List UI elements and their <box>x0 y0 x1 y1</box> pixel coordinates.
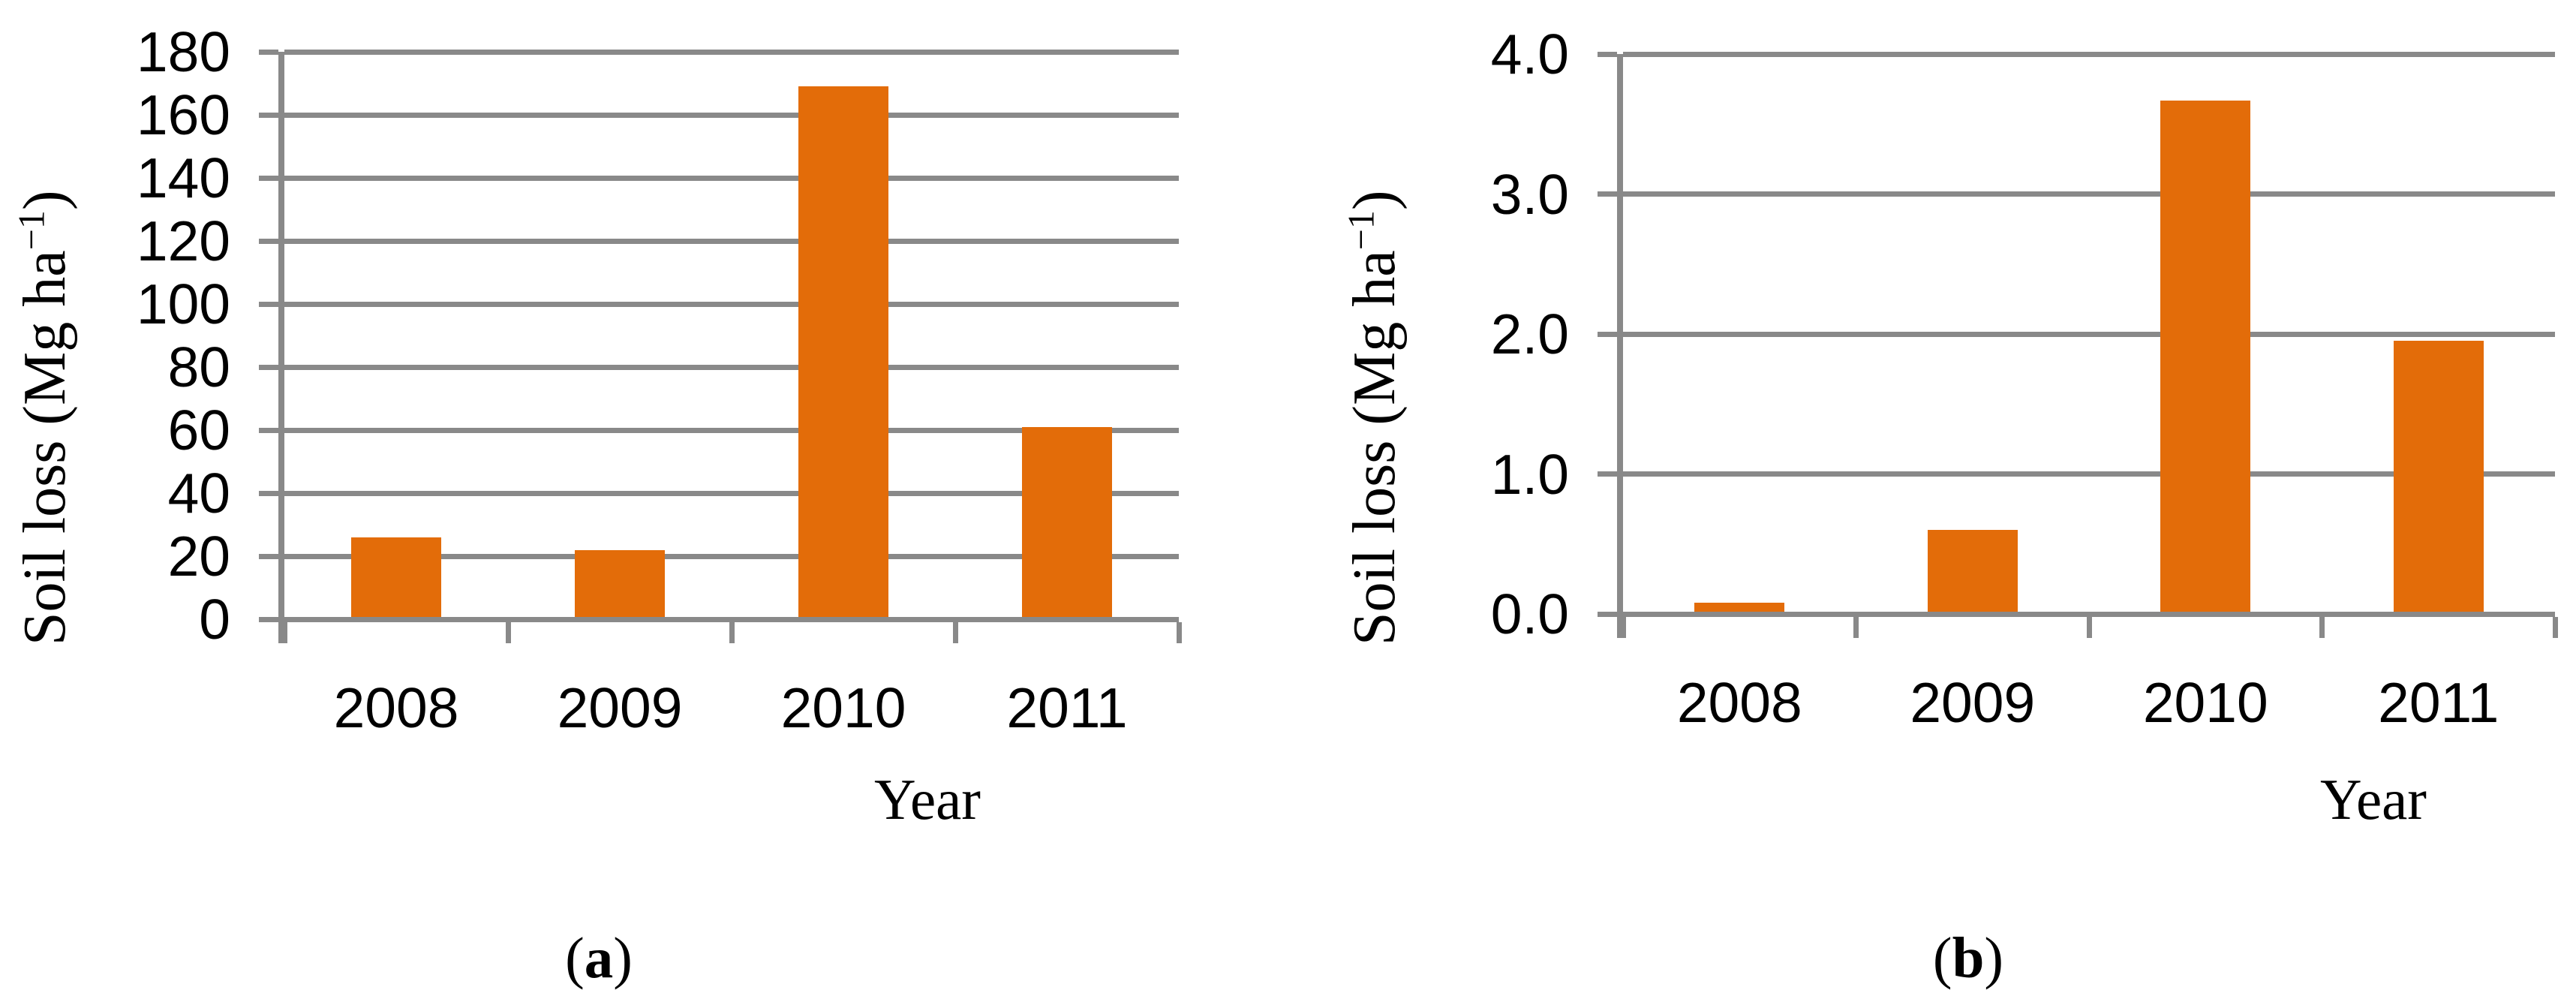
y-tick-mark-4.0 <box>1598 51 1617 57</box>
y-tick-label-1.0: 1.0 <box>1490 442 1569 506</box>
x-tick-label-2011: 2011 <box>2378 671 2499 734</box>
plot-area: 0.0 1.0 2.0 3.0 4.0 2008 2009 2010 2011 <box>1491 26 2558 731</box>
y-tick-mark-80 <box>259 364 278 370</box>
x-tick-label-2010: 2010 <box>780 676 906 739</box>
y-tick-mark-1.0 <box>1598 471 1617 477</box>
chart-panel-b: Soil loss (Mg ha−1) 0.0 1.0 2.0 3.0 4.0 2008 2… <box>1288 0 2576 1002</box>
caption-open-paren: ( <box>565 925 585 990</box>
x-tick-mark-1 <box>1853 617 1859 638</box>
y-tick-label-0.0: 0.0 <box>1490 582 1569 645</box>
y-tick-label-60: 60 <box>167 399 230 462</box>
x-tick-mark-4 <box>2552 617 2558 638</box>
y-axis-title-text: Soil loss (Mg ha <box>12 250 78 645</box>
x-tick-label-2008: 2008 <box>1676 671 1802 734</box>
gridline-y-100 <box>284 301 1179 307</box>
x-tick-mark-3 <box>952 622 958 643</box>
caption-close-paren: ) <box>1984 925 2004 990</box>
x-tick-mark-2 <box>2086 617 2092 638</box>
y-tick-label-3.0: 3.0 <box>1490 162 1569 226</box>
y-axis-title-text: Soil loss (Mg ha <box>1342 250 1408 645</box>
panel-caption: (b) <box>1933 927 2003 988</box>
y-tick-label-140: 140 <box>136 146 230 209</box>
y-axis-title-superscript: −1 <box>1339 210 1382 251</box>
x-axis-title: Year <box>874 767 981 832</box>
gridline-y-60 <box>284 427 1179 433</box>
bar-2008 <box>1694 603 1785 612</box>
y-tick-mark-3.0 <box>1598 191 1617 197</box>
y-tick-label-180: 180 <box>136 20 230 83</box>
x-tick-label-2009: 2009 <box>557 676 683 739</box>
y-axis-title-close: ) <box>12 190 78 211</box>
gridline-y-20 <box>284 553 1179 559</box>
y-tick-label-4.0: 4.0 <box>1490 23 1569 86</box>
bar-2010 <box>798 86 888 617</box>
y-tick-mark-2.0 <box>1598 331 1617 337</box>
gridline-y-140 <box>284 175 1179 181</box>
x-axis-title: Year <box>2320 767 2427 832</box>
caption-letter: a <box>584 925 614 990</box>
gridline-y-40 <box>284 490 1179 496</box>
gridline-y-120 <box>284 238 1179 244</box>
y-tick-mark-20 <box>259 553 278 559</box>
x-tick-label-2010: 2010 <box>2142 671 2268 734</box>
bar-2011 <box>2393 341 2484 612</box>
y-tick-label-0: 0 <box>199 588 230 651</box>
y-axis-title-superscript: −1 <box>10 210 53 251</box>
bar-2011 <box>1022 426 1112 617</box>
y-axis-title: Soil loss (Mg ha−1) <box>10 190 78 645</box>
x-tick-mark-3 <box>2319 617 2325 638</box>
y-tick-label-120: 120 <box>136 209 230 272</box>
gridline-y-80 <box>284 364 1179 370</box>
chart-panel-a: Soil loss (Mg ha−1) 0 20 40 60 80 100 120 140 16… <box>10 23 1182 988</box>
caption-letter: b <box>1952 925 1985 990</box>
x-tick-mark-1 <box>505 622 511 643</box>
gridline-y-1.0 <box>1623 471 2555 477</box>
caption-close-paren: ) <box>613 925 633 990</box>
y-tick-mark-0.0 <box>1598 611 1617 617</box>
y-axis-line <box>278 52 284 643</box>
y-tick-label-20: 20 <box>167 525 230 588</box>
bar-2009 <box>1927 530 2018 612</box>
bar-2009 <box>575 549 665 617</box>
gridline-y-0.0 <box>1623 611 2555 617</box>
y-tick-label-2.0: 2.0 <box>1490 302 1569 366</box>
bar-2008 <box>351 537 441 617</box>
x-tick-label-2009: 2009 <box>1910 671 2036 734</box>
y-tick-mark-40 <box>259 490 278 496</box>
y-tick-label-40: 40 <box>167 462 230 525</box>
panel-caption: (a) <box>565 927 633 988</box>
y-tick-mark-140 <box>259 175 278 181</box>
y-tick-mark-60 <box>259 427 278 433</box>
gridline-y-0 <box>284 616 1179 622</box>
y-tick-mark-120 <box>259 238 278 244</box>
x-tick-mark-0 <box>281 622 287 643</box>
y-axis-line <box>1617 54 1623 638</box>
bar-2010 <box>2160 100 2251 612</box>
y-tick-mark-100 <box>259 301 278 307</box>
gridline-y-2.0 <box>1623 331 2555 337</box>
gridline-y-3.0 <box>1623 191 2555 197</box>
y-tick-mark-160 <box>259 112 278 118</box>
x-tick-mark-2 <box>729 622 735 643</box>
x-tick-label-2011: 2011 <box>1006 676 1128 739</box>
gridline-y-180 <box>284 49 1179 55</box>
x-tick-mark-4 <box>1176 622 1182 643</box>
y-tick-label-160: 160 <box>136 83 230 146</box>
plot-area: 0 20 40 60 80 100 120 140 160 180 2008 2009 2010 2011 <box>137 23 1182 736</box>
y-axis-title-close: ) <box>1342 190 1408 211</box>
gridline-y-4.0 <box>1623 51 2555 57</box>
gridline-y-160 <box>284 112 1179 118</box>
y-tick-mark-180 <box>259 49 278 55</box>
caption-open-paren: ( <box>1932 925 1952 990</box>
y-axis-title: Soil loss (Mg ha−1) <box>1339 190 1408 645</box>
y-tick-mark-0 <box>259 616 278 622</box>
x-tick-mark-0 <box>1620 617 1626 638</box>
y-tick-label-80: 80 <box>167 336 230 399</box>
x-tick-label-2008: 2008 <box>333 676 459 739</box>
y-tick-label-100: 100 <box>136 272 230 336</box>
